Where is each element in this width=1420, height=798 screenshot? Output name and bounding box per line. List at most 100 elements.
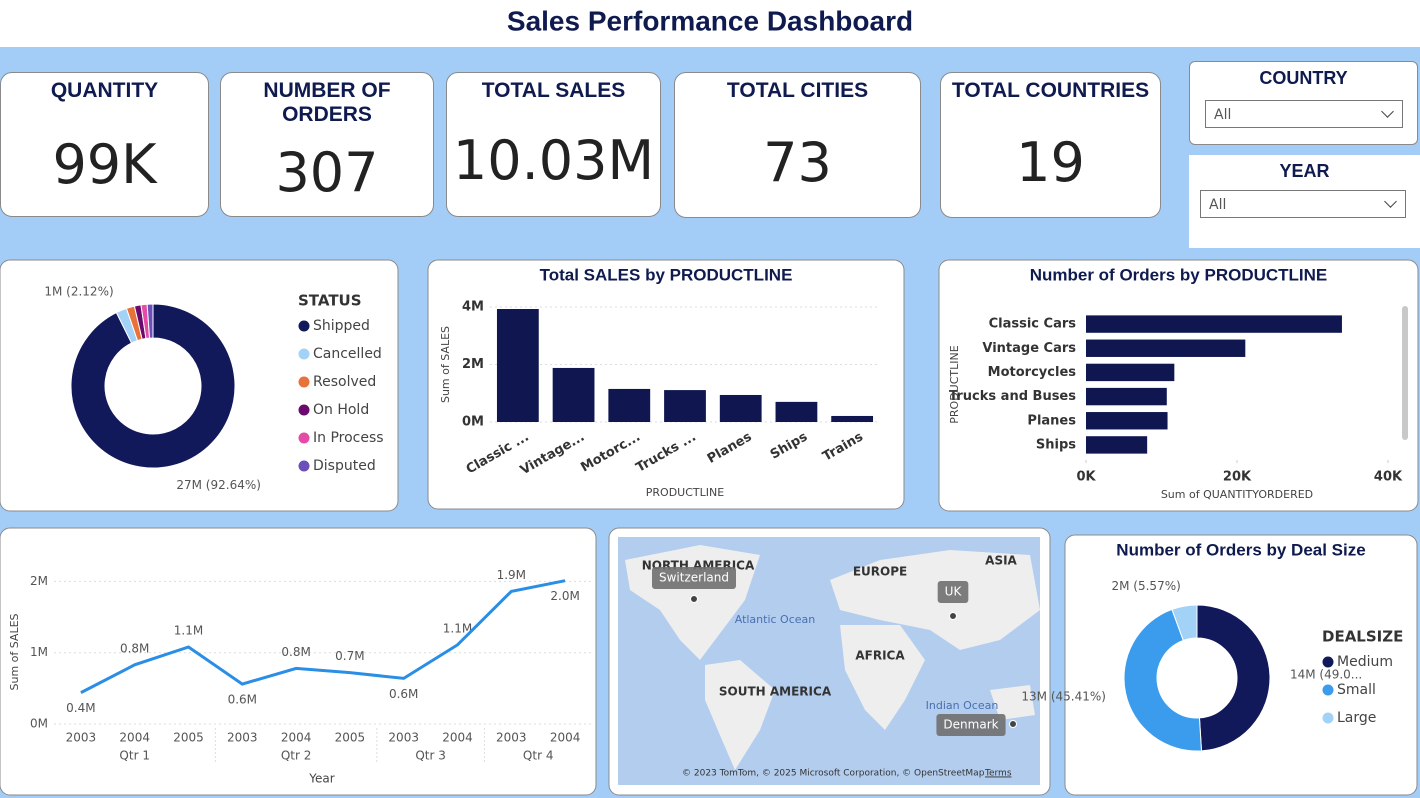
legend-marker bbox=[1322, 656, 1334, 668]
map-attribution: © 2023 TomTom, © 2025 Microsoft Corporat… bbox=[682, 769, 985, 779]
x-tick-label: 0K bbox=[1076, 470, 1096, 485]
legend-label: Cancelled bbox=[313, 346, 382, 362]
data-label: 1.1M bbox=[443, 621, 472, 635]
kpi-card: QUANTITY 99K bbox=[0, 72, 209, 217]
bar bbox=[1086, 363, 1175, 382]
bar bbox=[719, 394, 762, 422]
chart-title: Total SALES by PRODUCTLINE bbox=[540, 265, 793, 284]
data-label: 27M (92.64%) bbox=[176, 478, 261, 492]
legend-marker bbox=[298, 404, 310, 416]
chart-title: Number of Orders by Deal Size bbox=[1116, 540, 1365, 559]
map-location-label: Switzerland bbox=[659, 571, 729, 585]
y-tick-label: 1M bbox=[30, 645, 48, 659]
kpi-value: 99K bbox=[52, 133, 157, 196]
bar bbox=[775, 401, 818, 422]
kpi-value: 19 bbox=[1016, 131, 1085, 194]
x-tick-label: 2003 bbox=[227, 731, 258, 745]
filter-label: COUNTRY bbox=[1259, 68, 1348, 88]
map-location-label: Denmark bbox=[943, 718, 998, 732]
legend-label: Large bbox=[1337, 710, 1376, 726]
kpi-card: TOTAL COUNTRIES 19 bbox=[940, 72, 1161, 218]
kpi-value: 73 bbox=[763, 131, 832, 194]
map-label-bg bbox=[652, 567, 736, 589]
kpi-card: NUMBER OF ORDERS 307 bbox=[220, 72, 434, 217]
legend-marker bbox=[298, 460, 310, 472]
chart-card bbox=[938, 259, 1419, 512]
data-label: 0.4M bbox=[66, 701, 95, 715]
y-tick-label: Classic Cars bbox=[989, 317, 1077, 332]
map-point bbox=[949, 612, 957, 620]
y-tick-label: 2M bbox=[30, 574, 48, 588]
x-tick-label: 2004 bbox=[442, 731, 473, 745]
legend-label: Shipped bbox=[313, 318, 370, 334]
map-label-bg bbox=[937, 581, 969, 603]
bar bbox=[496, 309, 539, 422]
legend-marker bbox=[298, 320, 310, 332]
data-label: 0.8M bbox=[120, 641, 149, 655]
header-bar bbox=[0, 0, 1420, 47]
x-tick-label: 2005 bbox=[335, 731, 366, 745]
legend-label: Disputed bbox=[313, 458, 376, 474]
y-tick-label: 0M bbox=[462, 415, 484, 430]
x-tick-label: 2003 bbox=[66, 731, 97, 745]
line bbox=[80, 579, 566, 694]
kpi-label: TOTAL SALES bbox=[481, 79, 626, 102]
map-location-label: UK bbox=[945, 585, 963, 599]
donut-slice bbox=[146, 303, 154, 339]
legend-marker bbox=[298, 348, 310, 360]
bar bbox=[1086, 339, 1246, 357]
y-tick-label: Ships bbox=[1036, 437, 1076, 452]
kpi-label: NUMBER OF ORDERS bbox=[263, 79, 391, 126]
chart-card bbox=[0, 527, 597, 796]
legend-marker bbox=[1322, 684, 1334, 696]
x-tick-label: 2004 bbox=[119, 731, 150, 745]
legend-title: STATUS bbox=[298, 292, 362, 310]
map-terms: Terms bbox=[984, 769, 1012, 779]
map-region-label: ASIA bbox=[985, 554, 1017, 568]
data-label: 2M (5.57%) bbox=[1112, 579, 1181, 593]
data-label: 0.6M bbox=[228, 693, 257, 707]
chart-card bbox=[427, 259, 905, 510]
bar bbox=[1086, 436, 1148, 454]
legend-marker bbox=[298, 432, 310, 444]
filter-dropdown[interactable]: All bbox=[1205, 100, 1403, 128]
kpi-label: TOTAL CITIES bbox=[726, 79, 869, 102]
y-tick-label: Motorcycles bbox=[988, 365, 1077, 380]
country-filter: COUNTRY All bbox=[1189, 61, 1418, 145]
map-land bbox=[840, 625, 925, 730]
map-region-label: SOUTH AMERICA bbox=[719, 685, 832, 699]
x-axis-label: PRODUCTLINE bbox=[646, 486, 724, 499]
donut-slice bbox=[1171, 604, 1198, 642]
x-group-label: Qtr 1 bbox=[119, 749, 150, 763]
y-tick-label: Vintage Cars bbox=[982, 341, 1076, 356]
data-label: 2.0M bbox=[550, 589, 579, 603]
legend-label: In Process bbox=[313, 430, 384, 446]
filter-dropdown[interactable]: All bbox=[1200, 190, 1406, 218]
data-label: 0.7M bbox=[335, 649, 364, 663]
kpi-label: QUANTITY bbox=[50, 79, 159, 102]
kpi-label: TOTAL COUNTRIES bbox=[951, 79, 1150, 102]
y-axis-label: Sum of SALES bbox=[439, 326, 452, 403]
chart-title: Number of Orders by PRODUCTLINE bbox=[1030, 265, 1328, 284]
data-label: 1.1M bbox=[174, 623, 203, 637]
map-point bbox=[690, 595, 698, 603]
data-label: 14M (49.0... bbox=[1290, 668, 1362, 682]
x-tick-label: 2004 bbox=[281, 731, 312, 745]
x-axis-label: Year bbox=[308, 772, 334, 786]
y-axis-label: PRODUCTLINE bbox=[948, 345, 961, 423]
dashboard-title: Sales Performance Dashboard bbox=[507, 5, 913, 36]
map-land bbox=[705, 660, 775, 770]
map-ocean-label: Indian Ocean bbox=[926, 699, 999, 712]
map-point bbox=[1009, 720, 1017, 728]
x-axis-label: Sum of QUANTITYORDERED bbox=[1161, 488, 1313, 501]
donut-slice bbox=[1123, 608, 1203, 752]
map-land bbox=[830, 550, 1040, 650]
kpi-value: 10.03M bbox=[452, 129, 655, 192]
kpi-value: 307 bbox=[275, 141, 379, 204]
year-filter: YEAR All bbox=[1189, 155, 1420, 248]
kpi-card: TOTAL SALES 10.03M bbox=[446, 72, 661, 217]
y-tick-label: 0M bbox=[30, 717, 48, 731]
bar bbox=[608, 388, 651, 422]
